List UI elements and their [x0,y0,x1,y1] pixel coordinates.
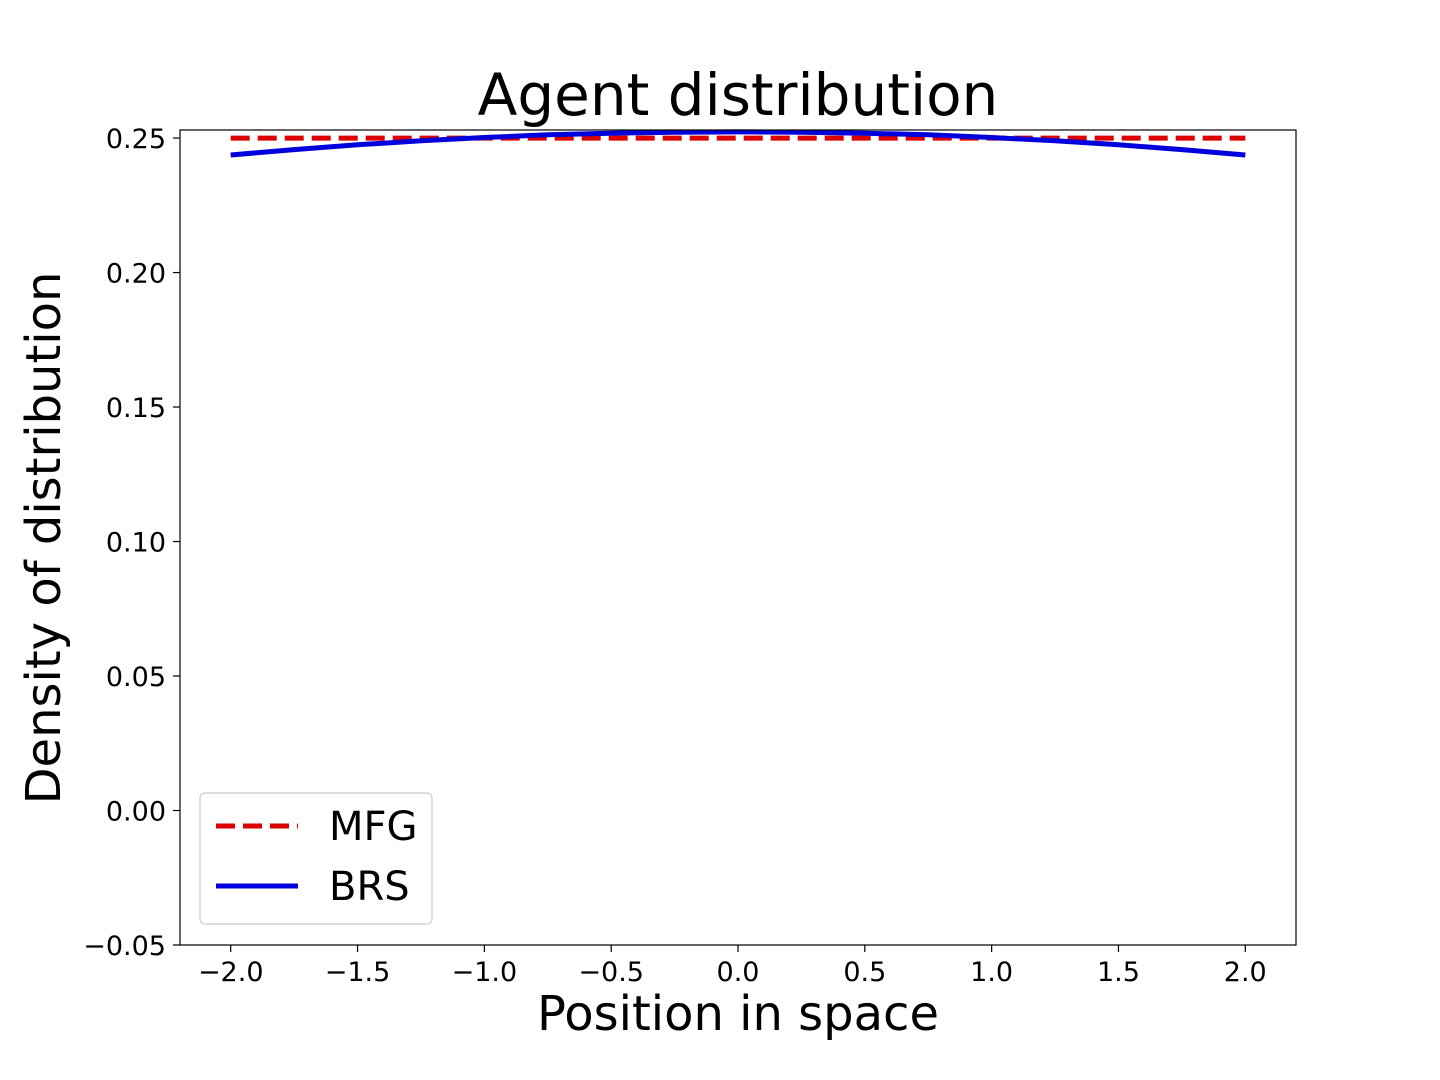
y-tick-label: 0.25 [106,124,166,155]
x-axis-ticks: −2.0 −1.5 −1.0 −0.5 0.0 0.5 1.0 1.5 2.0 [198,945,1267,988]
y-axis-ticks: −0.05 0.00 0.05 0.10 0.15 0.20 0.25 [83,124,180,962]
x-tick-label: −0.5 [578,957,644,988]
y-tick-label: 0.20 [106,259,166,290]
x-tick-label: −1.5 [325,957,391,988]
x-tick-label: 0.0 [717,957,760,988]
x-axis-label: Position in space [537,986,939,1042]
legend-label-mfg: MFG [329,804,418,850]
y-tick-label: 0.05 [106,662,166,693]
x-tick-label: −1.0 [452,957,518,988]
y-axis-label: Density of distribution [16,272,72,805]
series-layer [230,129,1246,158]
y-tick-label: 0.00 [106,797,166,828]
x-tick-label: 0.5 [843,957,886,988]
x-tick-label: 1.5 [1097,957,1140,988]
y-tick-label: 0.10 [106,528,166,559]
legend-label-brs: BRS [329,864,410,910]
legend: MFG BRS [199,792,433,925]
x-tick-label: 2.0 [1224,957,1267,988]
y-tick-label: 0.15 [106,393,166,424]
x-tick-label: 1.0 [970,957,1013,988]
chart-title: Agent distribution [478,61,999,129]
x-tick-label: −2.0 [198,957,264,988]
y-tick-label: −0.05 [83,931,166,962]
series-line-brs [230,129,1246,158]
